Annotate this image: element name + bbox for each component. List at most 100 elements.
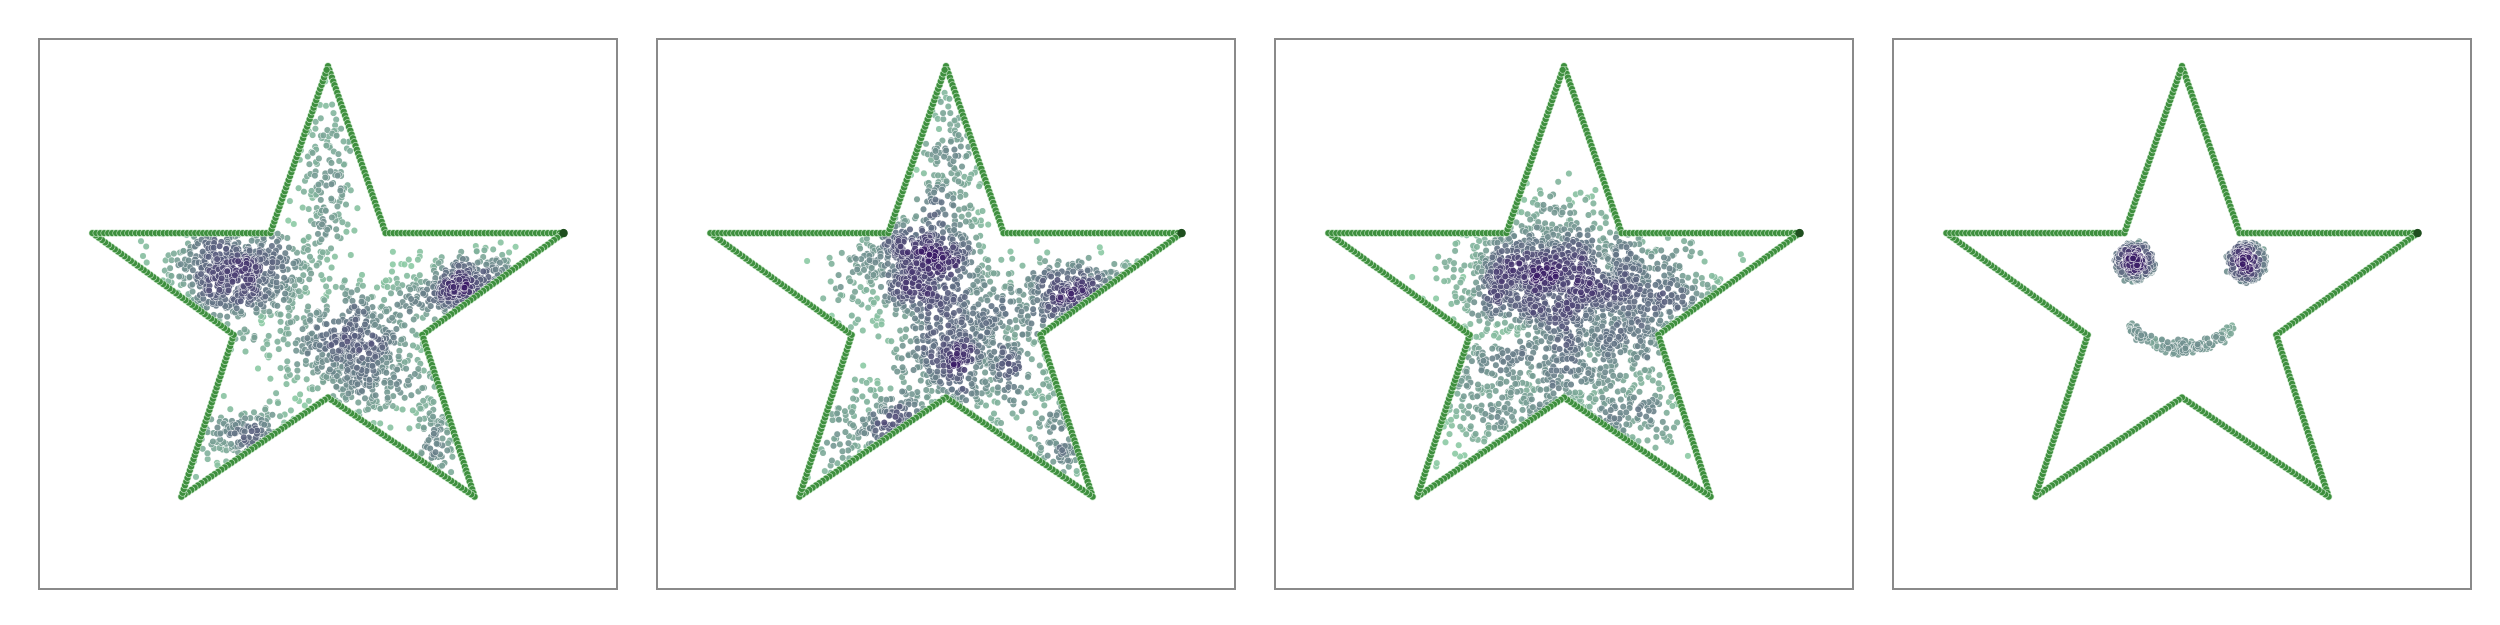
data-point [320, 296, 328, 304]
data-point [429, 413, 437, 421]
data-point [210, 244, 218, 252]
data-point [327, 195, 335, 203]
data-point [949, 201, 957, 209]
data-point [188, 288, 197, 296]
data-point [1073, 467, 1081, 475]
data-point [950, 360, 958, 368]
data-point [438, 434, 447, 443]
data-point [829, 442, 838, 450]
data-point [976, 247, 984, 256]
data-point [920, 169, 928, 177]
data-point [252, 263, 260, 271]
data-point [823, 439, 831, 447]
data-point [1408, 273, 1416, 281]
data-point [1651, 444, 1660, 452]
data-point [292, 347, 300, 355]
data-point [908, 268, 916, 276]
data-point [966, 175, 974, 183]
data-point [983, 296, 991, 304]
data-point [1441, 258, 1449, 266]
data-point [1517, 208, 1525, 216]
data-point [1475, 237, 1483, 245]
data-point [240, 433, 248, 441]
data-point [1027, 319, 1035, 328]
data-point [327, 167, 335, 175]
data-point [1473, 243, 1481, 251]
data-point [939, 254, 947, 262]
data-point [949, 194, 957, 202]
data-point [1013, 324, 1021, 332]
data-point [512, 243, 520, 251]
data-point [974, 266, 982, 274]
data-point [1668, 402, 1677, 410]
data-point [280, 274, 288, 282]
data-point [1490, 332, 1498, 340]
data-point [944, 289, 952, 297]
data-point [955, 131, 963, 139]
data-point [1053, 276, 1061, 284]
data-point [395, 352, 403, 361]
data-point [1696, 249, 1704, 257]
star-boundary [88, 62, 568, 501]
data-point [333, 202, 342, 210]
boundary-endpoint [1177, 228, 1186, 238]
data-point [497, 238, 505, 247]
data-point [1581, 196, 1589, 204]
data-point [218, 274, 226, 282]
data-point [905, 411, 913, 419]
data-point [1533, 201, 1541, 209]
data-point [402, 365, 410, 373]
data-point [248, 237, 256, 245]
data-point [332, 283, 340, 291]
data-point [977, 332, 985, 340]
data-point [947, 138, 955, 146]
data-point [285, 330, 293, 338]
data-point [914, 344, 922, 352]
data-point [930, 328, 938, 336]
data-point [308, 187, 316, 195]
data-point [322, 207, 330, 215]
data-point [949, 296, 957, 304]
data-point [873, 379, 882, 387]
data-point [322, 320, 331, 328]
data-point [1085, 254, 1093, 262]
data-point [933, 314, 941, 322]
data-point [1462, 430, 1470, 438]
data-point [1006, 285, 1014, 293]
data-point [396, 289, 404, 297]
data-point [282, 380, 291, 388]
data-point [1089, 279, 1097, 288]
data-point [205, 286, 213, 294]
data-point [960, 342, 968, 350]
data-point [841, 407, 849, 415]
data-point [1441, 438, 1450, 446]
data-point [919, 205, 928, 213]
data-point [912, 259, 921, 267]
data-point [358, 297, 366, 306]
data-point [1451, 292, 1459, 300]
data-point [876, 308, 884, 316]
data-point [408, 327, 416, 335]
data-point [1457, 402, 1466, 410]
data-point [1006, 318, 1014, 326]
boundary-endpoint [559, 228, 568, 238]
data-point [273, 302, 281, 310]
data-point [393, 301, 401, 309]
data-point [871, 258, 879, 266]
data-point [870, 298, 878, 307]
data-point [1005, 360, 1013, 368]
data-point [167, 272, 175, 280]
data-point [838, 249, 846, 257]
data-point [940, 341, 948, 349]
data-point [899, 342, 907, 350]
data-point [223, 267, 231, 275]
data-point [142, 242, 150, 251]
data-point [939, 220, 947, 228]
data-point [332, 116, 340, 124]
data-point [322, 142, 331, 150]
data-point [407, 295, 415, 303]
data-point [331, 253, 339, 261]
data-point [313, 309, 321, 317]
data-point [274, 230, 282, 238]
data-point [994, 383, 1002, 391]
